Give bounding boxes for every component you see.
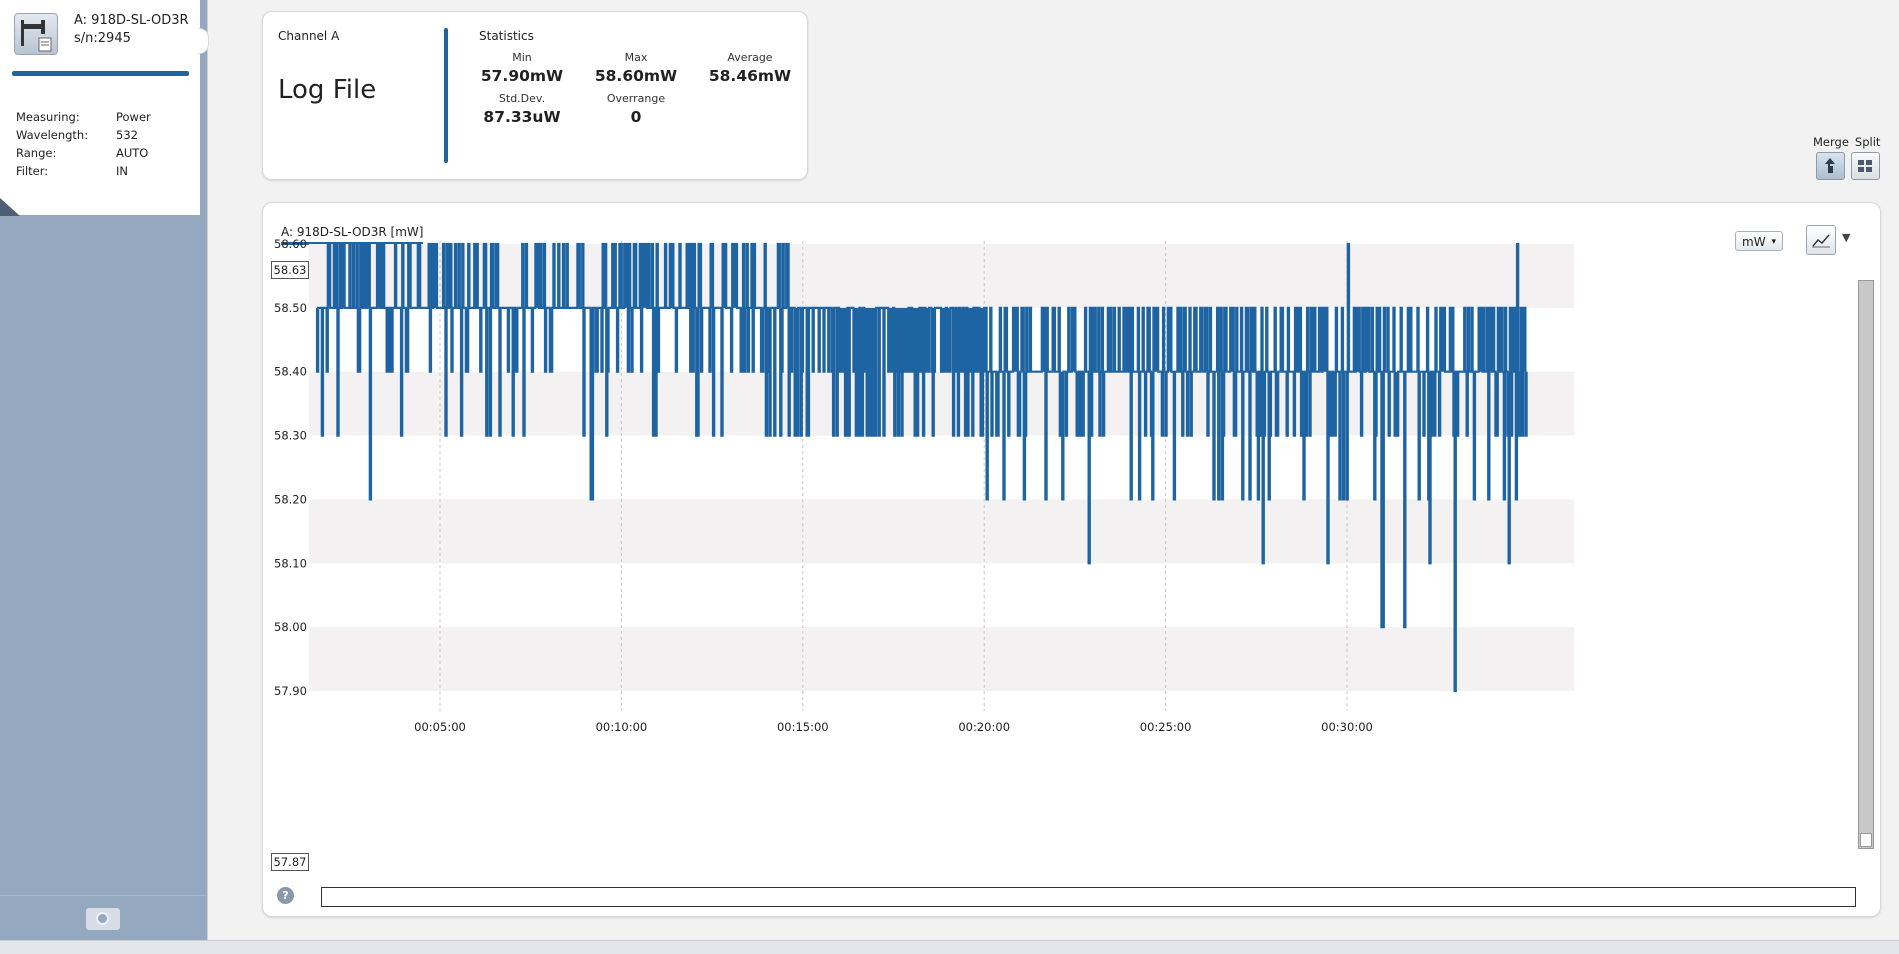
unit-select[interactable]: mW ▾: [1735, 231, 1783, 251]
stat-label: Overrange: [606, 92, 666, 105]
y-tick-label: 58.10: [274, 556, 307, 570]
x-axis-ticks: 00:05:00 00:10:00 00:15:00 00:20:00 00:25:00…: [414, 720, 1373, 734]
grid-band-3: [309, 627, 1574, 691]
prop-key: Range:: [16, 146, 57, 160]
prop-range: Range: AUTO: [16, 144, 151, 162]
split-label: Split: [1854, 135, 1881, 149]
device-name: A: 918D-SL-OD3R: [74, 13, 189, 28]
statistics-label: Statistics: [479, 29, 534, 43]
y-tick-label: 58.60: [274, 237, 307, 251]
horizontal-scrollbar[interactable]: [321, 887, 1856, 907]
collapse-sidebar-tab[interactable]: [198, 28, 209, 54]
y-tick-label: 58.20: [274, 492, 307, 506]
merge-icon: [1825, 158, 1835, 173]
channel-label: Channel A: [278, 29, 340, 43]
stat-overrange: Overrange 0: [581, 92, 691, 126]
power-chart[interactable]: 58.60 58.50 58.40 58.30 58.20 58.10 58.00 57.90…: [263, 203, 1880, 916]
stat-average: Average 58.46mW: [695, 51, 805, 85]
stat-value: 57.90mW: [480, 67, 564, 85]
chart-type-chevron-icon[interactable]: ▼: [1842, 231, 1851, 244]
series-line: [315, 242, 1528, 693]
stat-label: Max: [624, 51, 648, 64]
grid-band-2: [309, 499, 1574, 564]
prop-wavelength: Wavelength: 532: [16, 126, 151, 144]
x-tick-label: 00:15:00: [777, 720, 829, 734]
y-tick-label: 58.50: [274, 301, 307, 315]
x-tick-label: 00:20:00: [958, 720, 1010, 734]
stat-max: Max 58.60mW: [581, 51, 691, 85]
prop-value: Power: [116, 110, 151, 124]
chart-type-button[interactable]: [1806, 225, 1836, 255]
grid-band-0: [309, 244, 1574, 308]
help-icon[interactable]: ?: [277, 887, 294, 904]
y-min-input[interactable]: 57.87: [271, 853, 309, 871]
device-sidebar: A: 918D-SL-OD3R s/n:2945 Measuring: Power…: [0, 0, 209, 941]
y-tick-label: 58.40: [274, 365, 307, 379]
x-tick-label: 00:25:00: [1140, 720, 1192, 734]
detector-icon: [14, 13, 58, 55]
prop-measuring: Measuring: Power: [16, 108, 151, 126]
device-serial: s/n:2945: [74, 31, 131, 46]
log-file-title: Log File: [278, 75, 377, 105]
device-card[interactable]: A: 918D-SL-OD3R s/n:2945 Measuring: Power…: [0, 0, 200, 216]
stat-value: 87.33uW: [483, 108, 561, 126]
prop-filter: Filter: IN: [16, 162, 151, 180]
x-tick-label: 00:10:00: [596, 720, 648, 734]
y-tick-label: 57.90: [274, 684, 307, 698]
line-chart-icon: [1812, 234, 1830, 248]
y-tick-label: 58.30: [274, 429, 307, 443]
stat-label: Average: [727, 51, 773, 64]
camera-icon[interactable]: [86, 908, 120, 930]
split-button[interactable]: [1851, 152, 1880, 180]
prop-value: AUTO: [116, 146, 149, 160]
prop-value: 532: [116, 128, 138, 142]
prop-key: Filter:: [16, 164, 49, 178]
merge-button[interactable]: [1816, 152, 1845, 180]
view-mode-labels: Merge Split: [1813, 135, 1886, 149]
device-properties: Measuring: Power Wavelength: 532 Range: AUT…: [16, 108, 151, 180]
x-tick-label: 00:30:00: [1321, 720, 1373, 734]
resize-corner-icon[interactable]: [0, 198, 20, 216]
stat-label: Std.Dev.: [498, 92, 546, 105]
stat-std-dev: Std.Dev. 87.33uW: [467, 92, 577, 126]
y-max-input[interactable]: 58.63: [271, 261, 309, 279]
vertical-scroll-thumb[interactable]: [1860, 833, 1872, 847]
stat-value: 0: [630, 108, 642, 126]
prop-value: IN: [116, 164, 128, 178]
device-status-bar: [12, 71, 189, 76]
vertical-scrollbar[interactable]: [1858, 280, 1874, 849]
chevron-down-icon: ▾: [1771, 237, 1776, 247]
merge-label: Merge: [1813, 135, 1849, 149]
taskbar-strip: [0, 940, 1899, 954]
stat-value: 58.46mW: [708, 67, 792, 85]
prop-key: Measuring:: [16, 110, 80, 124]
unit-value: mW: [1742, 235, 1766, 249]
split-grid-icon: [1858, 160, 1872, 172]
statistics-card: Channel A Log File Statistics Min 57.90m…: [262, 11, 808, 180]
x-tick-label: 00:05:00: [414, 720, 466, 734]
y-axis-ticks: 58.60 58.50 58.40 58.30 58.20 58.10 58.00 57.90: [274, 237, 307, 698]
device-title: A: 918D-SL-OD3R s/n:2945: [74, 12, 189, 48]
stat-label: Min: [512, 51, 532, 64]
chart-card: A: 918D-SL-OD3R [mW] mW ▾ ▼ 58.60 58.50 58.…: [262, 202, 1881, 917]
y-tick-label: 58.00: [274, 620, 307, 634]
sidebar-footer: [0, 895, 207, 941]
prop-key: Wavelength:: [16, 128, 89, 142]
stat-min: Min 57.90mW: [467, 51, 577, 85]
stat-value: 58.60mW: [594, 67, 678, 85]
divider: [444, 28, 448, 163]
